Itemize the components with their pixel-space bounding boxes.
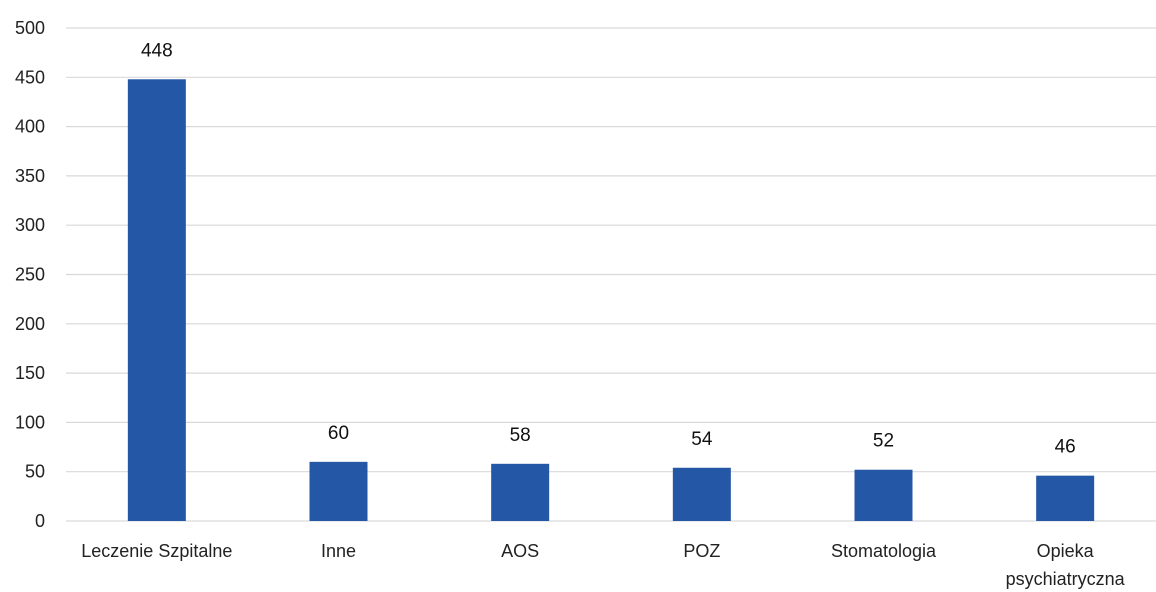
- x-category-label: Stomatologia: [831, 541, 937, 561]
- data-label: 60: [328, 423, 349, 444]
- bar: [309, 461, 368, 521]
- data-label: 54: [691, 429, 713, 450]
- data-label: 448: [141, 40, 173, 61]
- y-tick-label: 400: [15, 117, 45, 137]
- data-label: 58: [510, 425, 531, 446]
- y-tick-label: 500: [15, 18, 45, 38]
- y-tick-label: 250: [15, 265, 45, 285]
- x-axis-categories: Leczenie Szpitalne Inne AOS POZ Stomatologia…: [81, 541, 1125, 589]
- y-tick-label: 300: [15, 215, 45, 235]
- data-label: 46: [1055, 437, 1076, 458]
- y-tick-label: 100: [15, 412, 45, 432]
- y-axis-ticks: 0 50 100 150 200 250 300 350 400 450 500: [15, 18, 45, 531]
- bar: [491, 463, 550, 521]
- y-tick-label: 0: [35, 511, 45, 531]
- y-tick-label: 50: [25, 462, 45, 482]
- data-labels: 448 60 58 54 52 46: [141, 40, 1076, 457]
- y-tick-label: 350: [15, 166, 45, 186]
- bar: [672, 467, 731, 521]
- bar: [854, 469, 913, 521]
- bar: [1036, 475, 1095, 521]
- gridlines: [66, 27, 1156, 522]
- x-category-label: AOS: [501, 541, 539, 561]
- x-category-label: POZ: [683, 541, 720, 561]
- x-category-label: Leczenie Szpitalne: [81, 541, 232, 561]
- y-tick-label: 450: [15, 67, 45, 87]
- y-tick-label: 200: [15, 314, 45, 334]
- x-category-label: Opieka psychiatryczna: [1006, 541, 1126, 589]
- bar: [127, 79, 186, 521]
- data-label: 52: [873, 431, 894, 452]
- bars: [127, 79, 1095, 521]
- y-tick-label: 150: [15, 363, 45, 383]
- x-category-label: Inne: [321, 541, 356, 561]
